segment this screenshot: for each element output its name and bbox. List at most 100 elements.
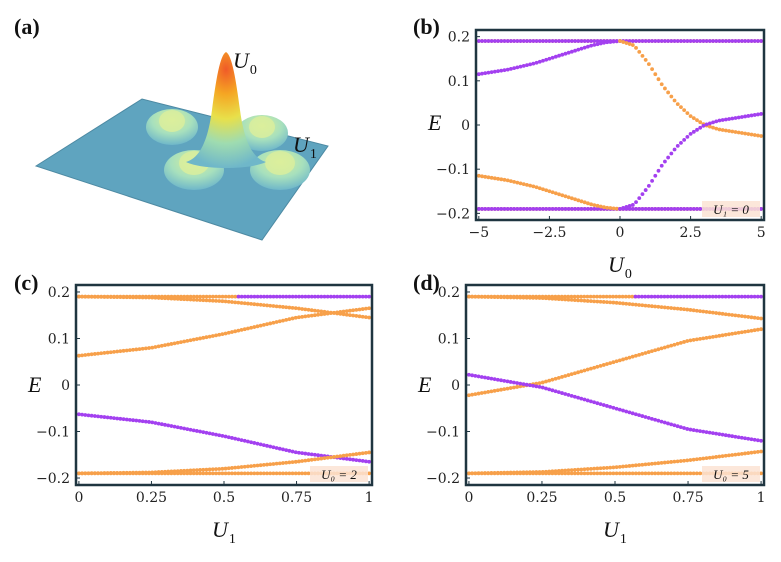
data-point xyxy=(714,294,718,299)
data-point xyxy=(534,471,539,476)
data-point xyxy=(595,203,600,208)
data-point xyxy=(624,409,629,414)
data-point xyxy=(255,294,260,299)
data-point xyxy=(563,294,567,299)
y-tick-label: 0.1 xyxy=(48,331,70,347)
data-point xyxy=(102,471,107,476)
data-point xyxy=(723,453,728,458)
data-point xyxy=(483,390,487,395)
data-point xyxy=(518,181,523,186)
data-point xyxy=(723,312,728,317)
data-point xyxy=(566,297,571,302)
data-point xyxy=(467,471,471,476)
data-point xyxy=(611,471,616,476)
data-point xyxy=(720,118,725,122)
data-point xyxy=(637,352,641,357)
data-point xyxy=(249,294,254,299)
data-point xyxy=(550,471,555,476)
data-point xyxy=(576,207,581,211)
data-point xyxy=(682,340,686,344)
data-point xyxy=(714,126,719,131)
data-point xyxy=(525,63,529,67)
data-point xyxy=(711,120,715,125)
data-point xyxy=(711,125,715,130)
data-point xyxy=(646,303,651,308)
data-point xyxy=(666,90,671,95)
data-point xyxy=(694,471,699,476)
data-point xyxy=(194,297,199,302)
data-point xyxy=(344,309,349,314)
data-point xyxy=(573,197,577,202)
data-point xyxy=(704,430,709,435)
data-point xyxy=(586,201,590,206)
data-point xyxy=(663,39,667,43)
data-point xyxy=(293,315,298,320)
data-point xyxy=(242,471,247,476)
data-point xyxy=(99,351,104,356)
data-point xyxy=(185,468,190,473)
data-point xyxy=(328,311,333,316)
data-point xyxy=(198,468,202,472)
data-point xyxy=(730,39,735,43)
data-point xyxy=(534,185,539,190)
data-point xyxy=(669,94,674,99)
data-point xyxy=(617,358,622,363)
data-point xyxy=(733,452,738,457)
data-point xyxy=(672,423,677,428)
data-point xyxy=(112,295,116,299)
data-point xyxy=(630,43,635,47)
data-point xyxy=(150,420,155,425)
x-tick-label: 0 xyxy=(616,225,625,241)
data-point xyxy=(659,39,664,43)
data-point xyxy=(312,308,317,313)
data-point xyxy=(226,299,231,304)
data-point xyxy=(618,39,622,43)
data-point xyxy=(650,178,654,183)
data-point xyxy=(755,450,760,454)
data-point xyxy=(102,415,107,419)
data-point xyxy=(348,308,352,313)
data-point xyxy=(682,108,687,113)
data-point xyxy=(207,334,212,339)
data-point xyxy=(242,438,247,443)
data-point xyxy=(502,207,507,211)
data-point xyxy=(226,435,231,440)
data-point xyxy=(108,350,113,355)
data-point xyxy=(736,330,741,335)
data-point xyxy=(592,400,597,405)
data-point xyxy=(650,349,654,354)
data-point xyxy=(621,471,625,476)
data-point xyxy=(518,39,523,43)
data-point xyxy=(214,294,219,299)
data-point xyxy=(727,453,731,458)
data-point xyxy=(268,471,273,476)
data-point xyxy=(332,455,336,459)
data-point xyxy=(730,331,735,336)
data-point xyxy=(627,294,631,299)
data-point xyxy=(249,464,254,469)
data-point xyxy=(720,432,725,437)
data-point xyxy=(496,39,500,43)
data-point xyxy=(714,119,719,124)
data-point xyxy=(357,451,362,456)
data-point xyxy=(650,471,654,476)
data-point xyxy=(601,471,606,476)
data-point xyxy=(467,294,471,299)
data-point xyxy=(682,207,687,211)
data-point xyxy=(185,427,190,432)
data-point xyxy=(316,312,320,317)
y-tick-label: 0 xyxy=(61,378,70,394)
data-point xyxy=(344,294,349,299)
data-point xyxy=(669,207,674,211)
data-point xyxy=(752,113,757,117)
data-point xyxy=(312,452,317,457)
data-point xyxy=(640,54,645,58)
data-point xyxy=(643,471,648,476)
data-point xyxy=(239,465,244,469)
data-point xyxy=(179,425,183,430)
data-point xyxy=(579,207,584,211)
data-point xyxy=(739,314,744,319)
data-point xyxy=(322,294,327,299)
data-point xyxy=(515,180,520,185)
data-point xyxy=(592,207,597,211)
